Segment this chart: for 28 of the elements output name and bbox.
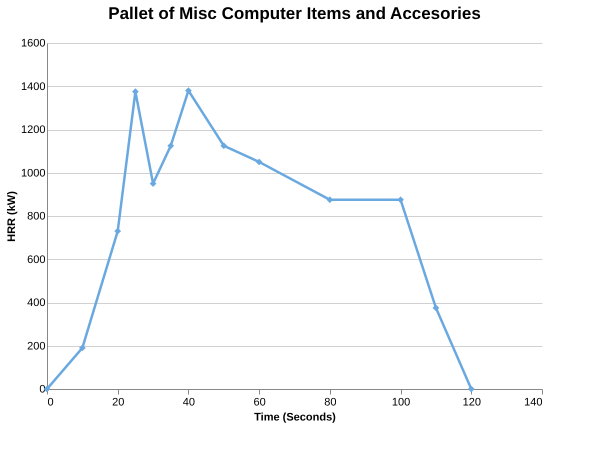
point [114,228,122,234]
x-tick-label: 80 [324,396,336,408]
y-tick-label: 800 [27,210,46,222]
y-tick-label: 0 [39,384,46,396]
point [432,304,440,312]
y-tick-label: 1200 [21,124,46,136]
x-tick-label: 60 [254,396,266,408]
point [256,158,262,166]
point [167,142,174,150]
y-tick-label: 600 [27,254,46,266]
x-tick-label: 40 [182,396,196,408]
point [185,87,192,94]
y-tick-label: 1000 [21,167,46,180]
x-tick-label: 20 [112,396,124,408]
y-tick-label: 1600 [21,38,46,50]
y-tick-label: 1400 [21,80,46,93]
point [468,386,475,392]
point [220,142,228,150]
x-tick-label: 0 [48,396,54,408]
y-tick-label: 200 [27,340,46,352]
x-tick-label: 140 [524,396,542,408]
point [79,344,86,352]
chart-title: Pallet of Misc Computer Items and Accesories [108,4,481,23]
y-tick-label: 400 [27,297,46,309]
x-tick-label: 100 [392,396,410,408]
x-tick-label: 120 [462,396,481,408]
y-axis-title: HRR (kW) [6,190,18,242]
x-axis-title: Time (Seconds) [254,412,336,424]
